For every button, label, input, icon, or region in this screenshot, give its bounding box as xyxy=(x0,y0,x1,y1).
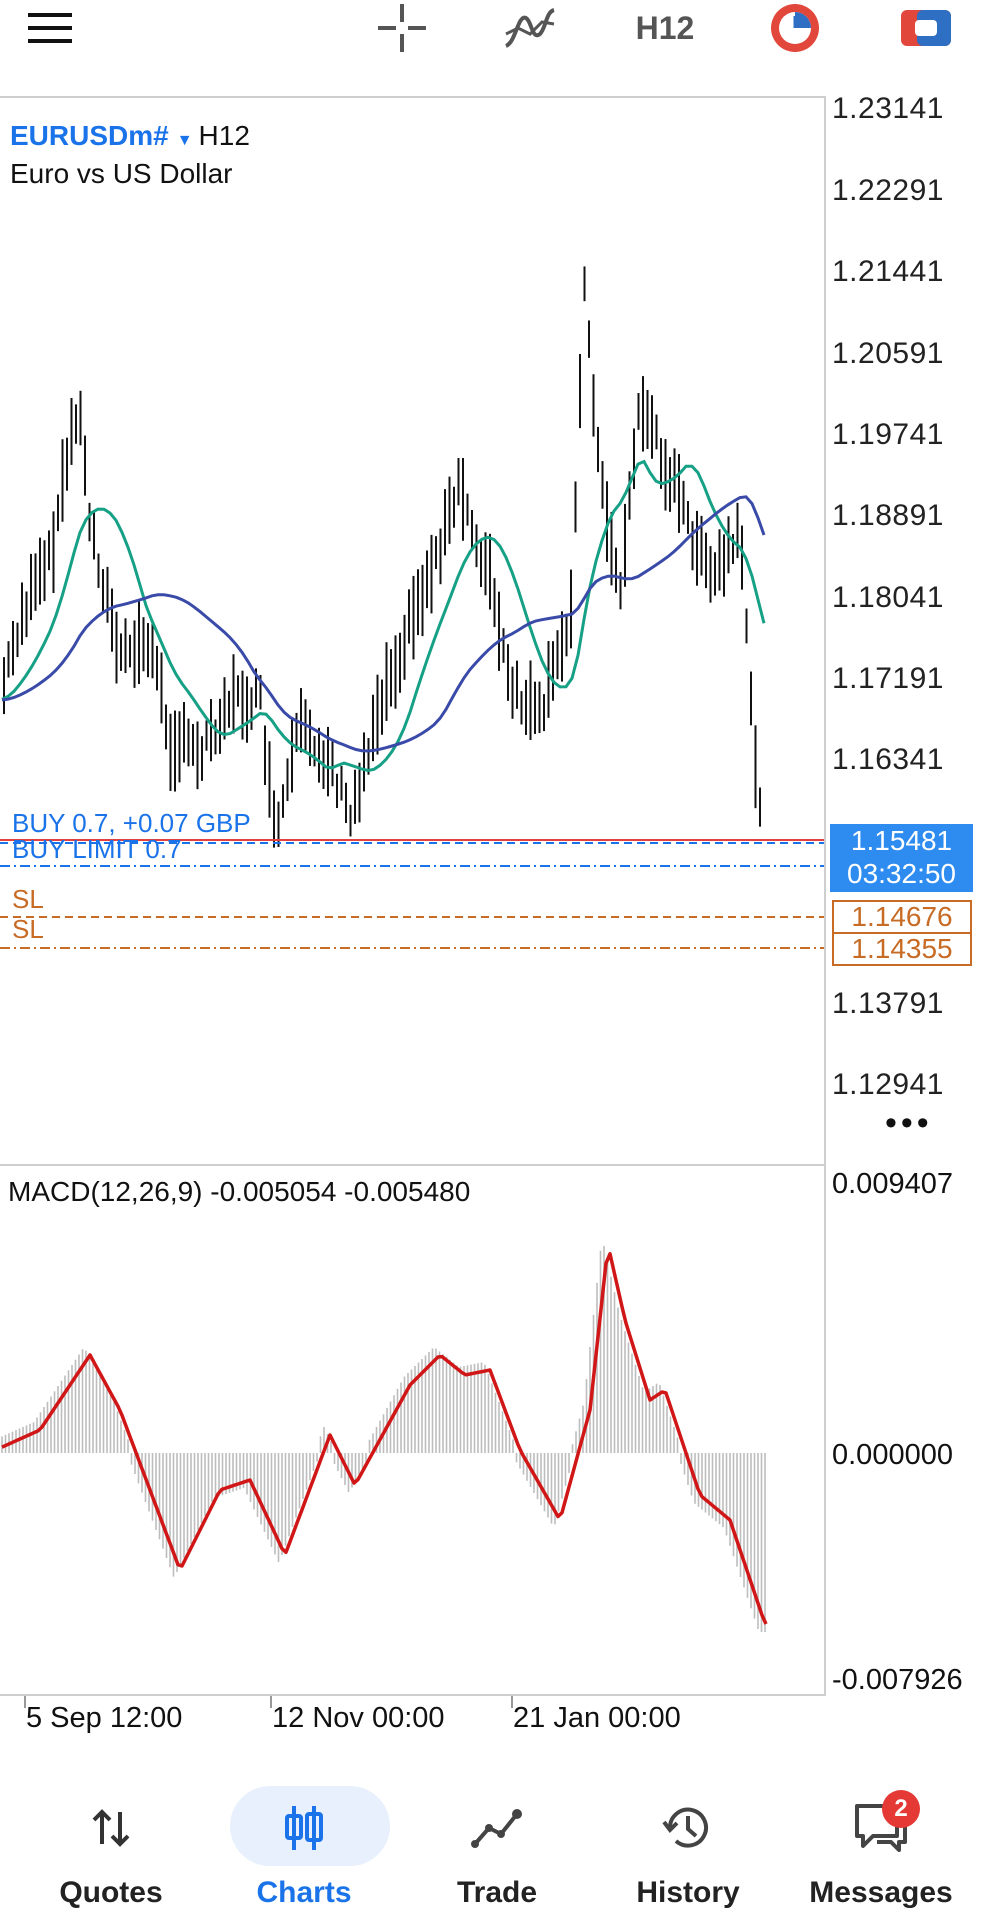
price-label: 1.23141 xyxy=(832,92,944,125)
bar-countdown: 03:32:50 xyxy=(847,858,956,889)
nav-label: Charts xyxy=(256,1876,352,1909)
symbol-name[interactable]: EURUSDm# xyxy=(10,120,169,151)
time-tick xyxy=(511,1696,513,1708)
timeframe-button[interactable]: H12 xyxy=(635,9,695,46)
history-icon xyxy=(589,1800,787,1856)
active-indicator xyxy=(230,1786,390,1866)
current-price: 1.15481 xyxy=(850,825,953,856)
symbol-description: Euro vs US Dollar xyxy=(10,158,233,189)
stop-loss-label[interactable]: SL xyxy=(12,914,44,944)
stop-loss-price: 1.14676 xyxy=(832,900,972,934)
time-label: 5 Sep 12:00 xyxy=(26,1702,183,1734)
fast-ma-line xyxy=(1,459,766,773)
time-label: 21 Jan 00:00 xyxy=(513,1702,681,1734)
top-toolbar: H12 xyxy=(0,0,993,80)
quotes-icon xyxy=(12,1800,210,1856)
more-options-icon[interactable]: ••• xyxy=(885,1104,933,1142)
nav-quotes[interactable]: Quotes xyxy=(12,1760,210,1920)
one-click-trade-icon[interactable] xyxy=(896,0,956,56)
price-label: 1.12941 xyxy=(832,1068,944,1101)
indicators-icon[interactable] xyxy=(500,0,560,56)
buy-limit-label[interactable]: BUY LIMIT 0.7 xyxy=(12,834,182,864)
stop-loss-price: 1.14355 xyxy=(832,932,972,966)
nav-trade[interactable]: Trade xyxy=(398,1760,596,1920)
stop-loss-label[interactable]: SL xyxy=(12,884,44,914)
menu-icon[interactable] xyxy=(20,0,80,56)
price-label: 1.17191 xyxy=(832,662,944,695)
nav-label: Trade xyxy=(456,1876,538,1909)
nav-charts[interactable]: Charts xyxy=(205,1760,403,1920)
time-tick xyxy=(270,1696,272,1708)
nav-label: Messages xyxy=(809,1876,953,1909)
current-price-box: 1.15481 03:32:50 xyxy=(830,824,973,892)
charts-icon xyxy=(205,1800,403,1856)
chart-timeframe: H12 xyxy=(198,120,250,151)
macd-signal-line xyxy=(1,1252,768,1625)
macd-scale-top: 0.009407 xyxy=(832,1168,953,1200)
price-label: 1.22291 xyxy=(832,174,944,207)
slow-ma-line xyxy=(1,495,766,753)
macd-scale-bottom: -0.007926 xyxy=(832,1664,963,1696)
price-label: 1.21441 xyxy=(832,255,944,288)
price-label: 1.20591 xyxy=(832,337,944,370)
nav-label: History xyxy=(636,1876,740,1909)
nav-messages[interactable]: Messages xyxy=(782,1760,980,1920)
nav-label: Quotes xyxy=(59,1876,163,1909)
buy-position-label[interactable]: BUY 0.7, +0.07 GBP xyxy=(12,808,251,838)
macd-title: MACD(12,26,9) -0.005054 -0.005480 xyxy=(8,1176,471,1207)
main-chart-area[interactable] xyxy=(0,96,826,1164)
nav-history[interactable]: History xyxy=(589,1760,787,1920)
macd-chart xyxy=(1,1245,768,1632)
messages-icon xyxy=(782,1800,980,1856)
price-label: 1.13791 xyxy=(832,987,944,1020)
time-tick xyxy=(24,1696,26,1708)
crosshair-icon[interactable] xyxy=(372,0,432,56)
price-chart xyxy=(0,266,824,949)
clock-icon[interactable] xyxy=(765,0,825,56)
price-label: 1.18891 xyxy=(832,499,944,532)
symbol-header: EURUSDm# ▼ H12 xyxy=(10,120,250,152)
price-label: 1.19741 xyxy=(832,418,944,451)
price-label: 1.18041 xyxy=(832,581,944,614)
bottom-navigation: Quotes Charts Trade History Messages xyxy=(0,1760,993,1920)
dropdown-icon[interactable]: ▼ xyxy=(176,132,193,149)
time-label: 12 Nov 00:00 xyxy=(272,1702,445,1734)
price-label: 1.16341 xyxy=(832,743,944,776)
macd-scale-zero: 0.000000 xyxy=(832,1439,953,1471)
trade-icon xyxy=(398,1800,596,1856)
messages-badge: 2 xyxy=(882,1790,920,1828)
macd-panel[interactable] xyxy=(0,1164,826,1696)
